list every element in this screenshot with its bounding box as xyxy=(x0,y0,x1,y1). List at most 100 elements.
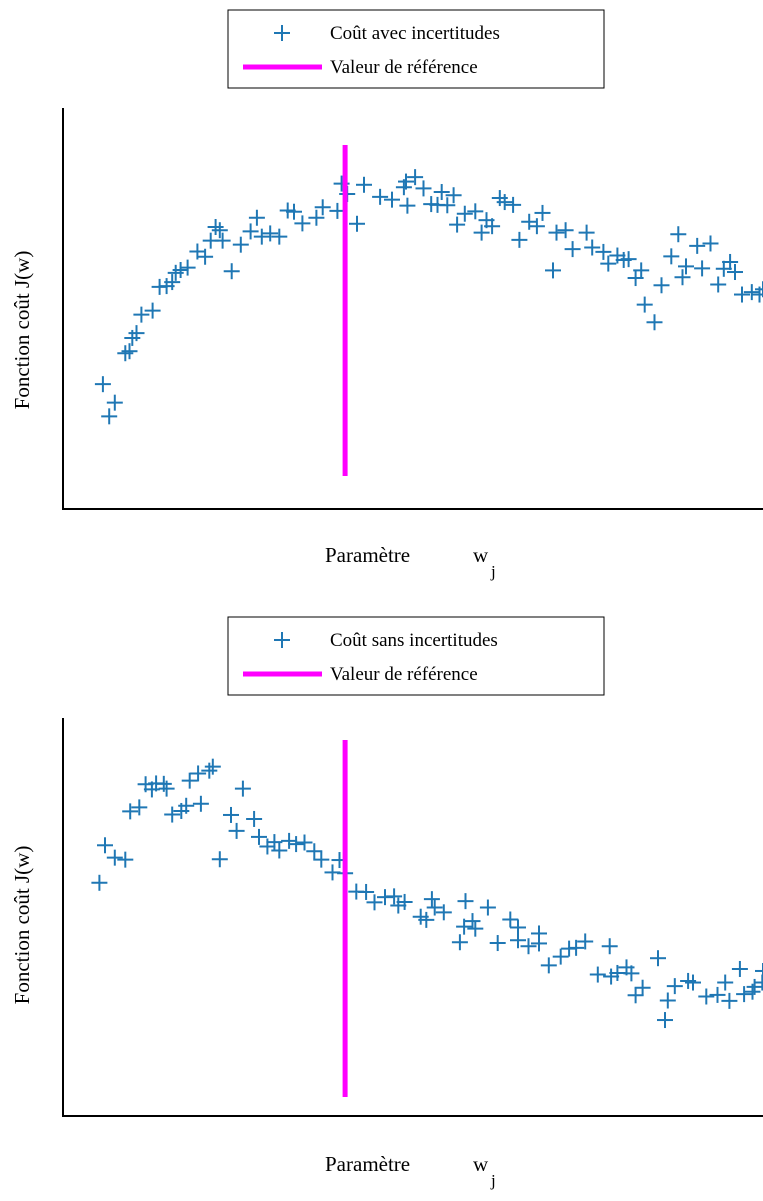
data-point xyxy=(458,893,474,909)
legend: Coût avec incertitudes Valeur de référen… xyxy=(228,10,604,88)
data-point xyxy=(590,967,606,983)
data-point xyxy=(107,850,123,866)
data-point xyxy=(480,900,496,916)
data-point xyxy=(356,177,372,193)
data-point xyxy=(229,823,245,839)
data-point xyxy=(133,307,149,323)
data-point xyxy=(457,206,473,222)
data-point xyxy=(262,225,278,241)
data-point xyxy=(650,950,666,966)
data-point xyxy=(558,222,574,238)
data-point xyxy=(467,203,483,219)
data-point xyxy=(663,248,679,264)
data-point xyxy=(449,217,465,233)
x-axis-symbol: w xyxy=(473,543,489,567)
chart-svg-top: Coût avec incertitudes Valeur de référen… xyxy=(0,0,763,594)
data-point xyxy=(490,935,506,951)
data-point xyxy=(689,238,705,254)
data-point xyxy=(584,239,600,255)
plot-area xyxy=(95,145,763,476)
x-axis-symbol: w xyxy=(473,1152,489,1176)
data-point xyxy=(424,891,440,907)
data-point xyxy=(281,833,297,849)
data-point xyxy=(212,851,228,867)
data-point xyxy=(549,225,565,241)
data-point xyxy=(635,980,651,996)
data-point xyxy=(101,408,117,424)
x-axis-subscript: j xyxy=(490,562,496,581)
data-point xyxy=(736,986,752,1002)
data-point xyxy=(205,759,221,775)
data-point xyxy=(407,169,423,185)
data-point xyxy=(511,232,527,248)
data-point xyxy=(182,773,198,789)
data-point xyxy=(717,975,733,991)
data-point xyxy=(212,222,228,238)
data-point xyxy=(732,961,748,977)
data-point xyxy=(193,796,209,812)
x-axis-subscript: j xyxy=(490,1171,496,1190)
y-axis-label: Fonction coût J(w) xyxy=(10,846,34,1005)
data-point xyxy=(358,884,374,900)
data-point xyxy=(602,938,618,954)
data-point xyxy=(502,911,518,927)
legend-label-reference: Valeur de référence xyxy=(330,57,478,78)
plot-area xyxy=(91,740,763,1097)
data-point xyxy=(107,395,123,411)
data-point xyxy=(399,198,415,214)
legend: Coût sans incertitudes Valeur de référen… xyxy=(228,617,604,695)
chart-panel-top: Coût avec incertitudes Valeur de référen… xyxy=(0,0,763,594)
data-point xyxy=(259,838,275,854)
data-point xyxy=(710,276,726,292)
data-point xyxy=(541,957,557,973)
data-point xyxy=(190,765,206,781)
data-point xyxy=(145,303,161,319)
data-point xyxy=(675,269,691,285)
data-point xyxy=(579,225,595,241)
data-point xyxy=(754,975,763,991)
data-point xyxy=(246,811,262,827)
data-point xyxy=(654,277,670,293)
data-point xyxy=(297,834,313,850)
data-point xyxy=(349,216,365,232)
chart-svg-bottom: Coût sans incertitudes Valeur de référen… xyxy=(0,607,763,1201)
data-point xyxy=(215,233,231,249)
data-point xyxy=(251,829,267,845)
data-point xyxy=(223,807,239,823)
data-point xyxy=(416,180,432,196)
data-point xyxy=(384,192,400,208)
data-point xyxy=(703,235,719,251)
data-point xyxy=(271,229,287,245)
data-point xyxy=(637,297,653,313)
data-point xyxy=(531,925,547,941)
data-point xyxy=(698,989,714,1005)
legend-label-scatter: Coût sans incertitudes xyxy=(330,630,498,651)
data-point xyxy=(224,263,240,279)
x-axis-label: Paramètre xyxy=(325,1152,410,1176)
legend-label-scatter: Coût avec incertitudes xyxy=(330,23,500,44)
data-point xyxy=(313,852,329,868)
data-point xyxy=(744,284,760,300)
legend-label-reference: Valeur de référence xyxy=(330,664,478,685)
data-point xyxy=(117,852,133,868)
data-point xyxy=(294,215,310,231)
data-point xyxy=(235,781,251,797)
data-point xyxy=(122,343,138,359)
data-point xyxy=(467,921,483,937)
data-point xyxy=(545,262,561,278)
data-point xyxy=(122,803,138,819)
data-point xyxy=(306,843,322,859)
data-point xyxy=(97,837,113,853)
data-point xyxy=(657,1012,673,1028)
data-point xyxy=(694,260,710,276)
data-point xyxy=(95,376,111,392)
data-point xyxy=(201,763,217,779)
data-point xyxy=(660,992,676,1008)
data-point xyxy=(372,189,388,205)
data-point xyxy=(164,807,180,823)
data-point xyxy=(131,799,147,815)
y-axis-label: Fonction coût J(w) xyxy=(10,251,34,410)
data-point xyxy=(553,949,569,965)
data-point xyxy=(670,226,686,242)
chart-panel-bottom: Coût sans incertitudes Valeur de référen… xyxy=(0,607,763,1201)
